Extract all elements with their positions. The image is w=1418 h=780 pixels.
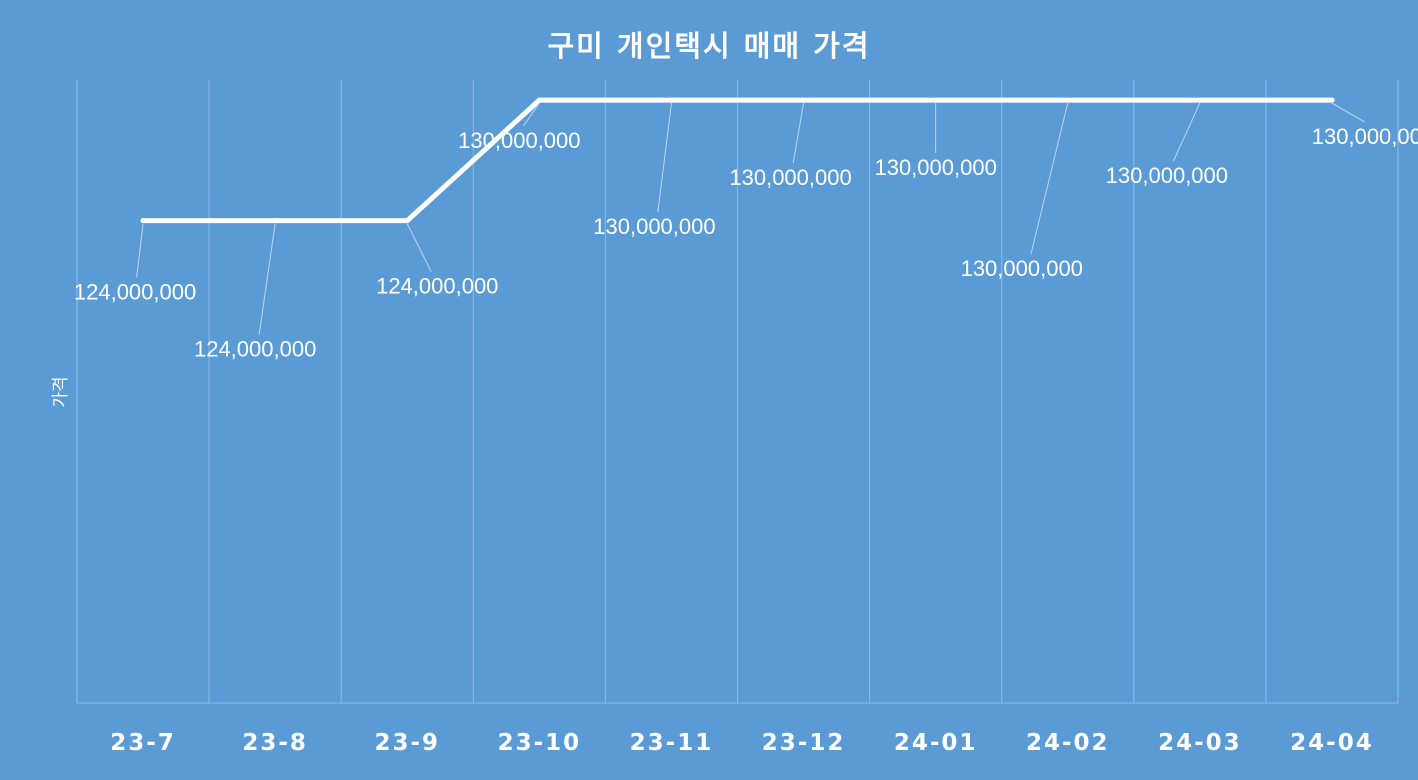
x-tick-label: 24-03 bbox=[1158, 730, 1242, 756]
x-tick-label: 23-12 bbox=[762, 730, 846, 756]
leader-line bbox=[1331, 102, 1366, 123]
leader-line bbox=[258, 223, 276, 335]
data-label-23-9: 124,000,000 bbox=[376, 274, 498, 299]
x-axis bbox=[76, 80, 1398, 704]
data-label-23-7: 124,000,000 bbox=[74, 280, 196, 305]
leader-line bbox=[1172, 102, 1201, 162]
gridlines bbox=[208, 80, 1399, 703]
leader-line bbox=[406, 223, 432, 272]
data-point-23-12 bbox=[801, 97, 807, 103]
chart-title: 구미 개인택시 매매 가격 bbox=[547, 29, 870, 63]
data-point-24-01 bbox=[933, 97, 939, 103]
x-tick-label: 23-8 bbox=[242, 730, 308, 756]
series-line bbox=[140, 97, 1335, 224]
data-point-23-9 bbox=[404, 218, 410, 224]
leader-line bbox=[136, 223, 144, 278]
data-label-23-10: 130,000,000 bbox=[458, 128, 580, 153]
data-point-24-02 bbox=[1065, 97, 1071, 103]
data-point-23-11 bbox=[668, 97, 674, 103]
data-label-24-02: 130,000,000 bbox=[961, 256, 1083, 281]
leader-line bbox=[657, 103, 672, 213]
data-label-24-03: 130,000,000 bbox=[1106, 163, 1228, 188]
data-point-23-7 bbox=[140, 218, 146, 224]
x-tick-labels: 23-7 23-8 23-9 23-10 23-11 23-12 24-01 24-02 24-… bbox=[110, 730, 1374, 756]
data-point-23-10 bbox=[536, 97, 542, 103]
leader-line bbox=[522, 102, 540, 127]
y-axis-label: 가격 bbox=[51, 376, 71, 407]
leader-line bbox=[1030, 102, 1069, 255]
data-label-23-8: 124,000,000 bbox=[194, 337, 316, 362]
data-label-23-12: 130,000,000 bbox=[729, 165, 851, 190]
data-point-24-03 bbox=[1197, 97, 1203, 103]
x-tick-label: 23-9 bbox=[374, 730, 440, 756]
x-tick-label: 24-04 bbox=[1290, 730, 1374, 756]
data-label-23-11: 130,000,000 bbox=[593, 214, 715, 239]
data-label-24-04: 130,000,000 bbox=[1312, 124, 1418, 149]
data-point-24-04 bbox=[1329, 97, 1335, 103]
x-tick-label: 24-02 bbox=[1026, 730, 1110, 756]
x-tick-label: 23-7 bbox=[110, 730, 176, 756]
x-tick-label: 24-01 bbox=[894, 730, 978, 756]
data-point-23-8 bbox=[272, 218, 278, 224]
data-label-24-01: 130,000,000 bbox=[874, 155, 996, 180]
x-tick-label: 23-10 bbox=[498, 730, 582, 756]
data-labels: 124,000,000 124,000,000 124,000,000 130,000… bbox=[74, 102, 1418, 362]
series-polyline bbox=[140, 97, 1335, 224]
leader-line bbox=[792, 103, 805, 164]
x-tick-label: 23-11 bbox=[630, 730, 714, 756]
